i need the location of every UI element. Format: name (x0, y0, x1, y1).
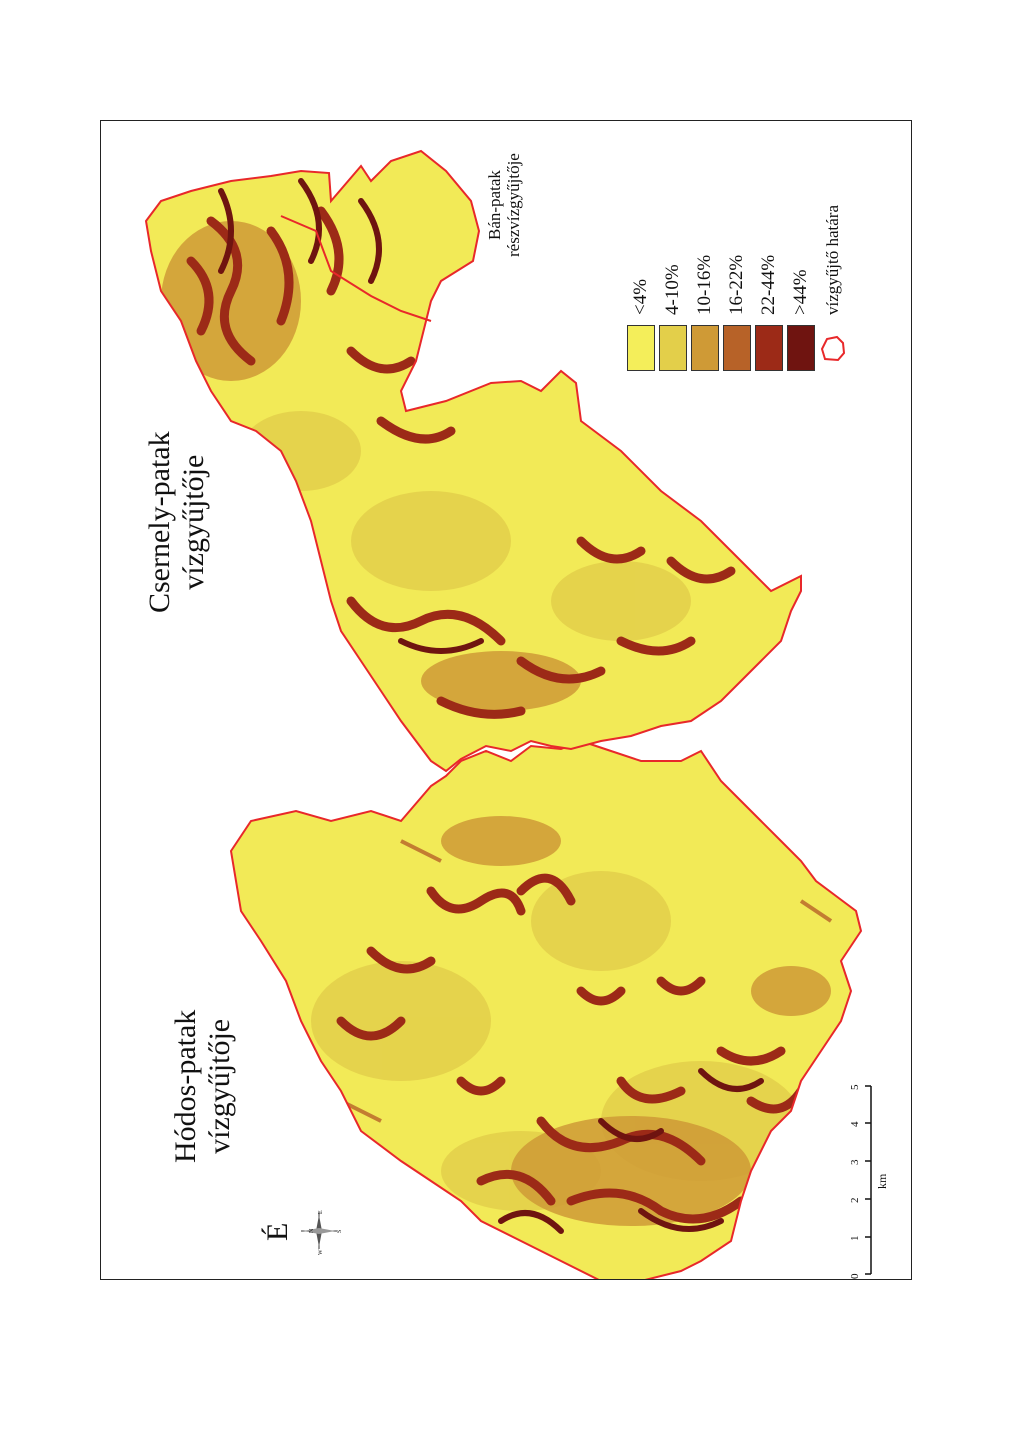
ban-subbasin-boundary (280, 215, 432, 322)
csernely-label-line1: Csernely-patak (143, 431, 176, 613)
legend-swatch-lt4 (627, 325, 655, 371)
ban-label-line2: részvízgyűjtője (504, 153, 523, 257)
legend-swatch-10-16 (691, 325, 719, 371)
scale-bar: 0 1 2 3 4 5 km (831, 1081, 891, 1280)
hodos-label-line2: vízgyűjtője (203, 1018, 236, 1154)
legend-swatch-gt44 (787, 325, 815, 371)
legend-label-boundary: vízgyűjtő határa (823, 205, 842, 315)
compass-n: N (309, 1228, 315, 1233)
legend-label-10-16: 10-16% (694, 254, 715, 315)
legend-item-10-16: 10-16% (691, 255, 719, 371)
north-arrow-label: É (261, 1222, 294, 1241)
legend-swatch-4-10 (659, 325, 687, 371)
legend-item-boundary: vízgyűjtő határa (819, 205, 847, 371)
legend: <4% 4-10% 10-16% 16-22% 22-44% >44% vízg… (621, 201, 861, 381)
compass-e: E (318, 1210, 324, 1214)
csernely-label-line2: vízgyűjtője (177, 454, 210, 590)
compass-s: S (337, 1229, 343, 1233)
csernely-boundary (144, 149, 802, 773)
legend-item-16-22: 16-22% (723, 255, 751, 371)
scale-tick-4: 4 (849, 1121, 861, 1128)
hodos-label: Hódos-patak vízgyűjtője (169, 1010, 237, 1163)
legend-label-gt44: >44% (790, 269, 811, 315)
scale-tick-0: 0 (849, 1273, 861, 1280)
north-arrow: É N S E W (261, 1201, 343, 1261)
scale-tick-2: 2 (849, 1197, 861, 1204)
hodos-boundary (229, 739, 863, 1279)
legend-swatch-22-44 (755, 325, 783, 371)
compass-w: W (318, 1249, 324, 1255)
scale-bar-line (865, 1085, 872, 1275)
legend-swatch-16-22 (723, 325, 751, 371)
legend-label-4-10: 4-10% (662, 264, 683, 315)
slope-map (144, 149, 863, 1279)
scale-tick-1: 1 (849, 1235, 861, 1242)
ban-label: Bán-patak részvízgyűjtője (485, 153, 523, 257)
scale-tick-5: 5 (849, 1084, 861, 1091)
boundary-symbol-icon (820, 335, 846, 362)
legend-label-22-44: 22-44% (758, 254, 779, 315)
hodos-label-line1: Hódos-patak (169, 1009, 202, 1163)
legend-item-lt4: <4% (627, 279, 655, 371)
legend-item-4-10: 4-10% (659, 264, 687, 371)
map-frame: Hódos-patak vízgyűjtője Csernely-patak v… (100, 120, 912, 1280)
compass-rose-icon (301, 1213, 337, 1249)
legend-item-gt44: >44% (787, 269, 815, 371)
legend-item-22-44: 22-44% (755, 255, 783, 371)
legend-label-lt4: <4% (630, 278, 651, 315)
ban-label-line1: Bán-patak (485, 170, 504, 240)
csernely-label: Csernely-patak vízgyűjtője (143, 431, 211, 613)
scale-unit: km (875, 1173, 889, 1189)
legend-label-16-22: 16-22% (726, 254, 747, 315)
scale-tick-3: 3 (849, 1159, 861, 1166)
